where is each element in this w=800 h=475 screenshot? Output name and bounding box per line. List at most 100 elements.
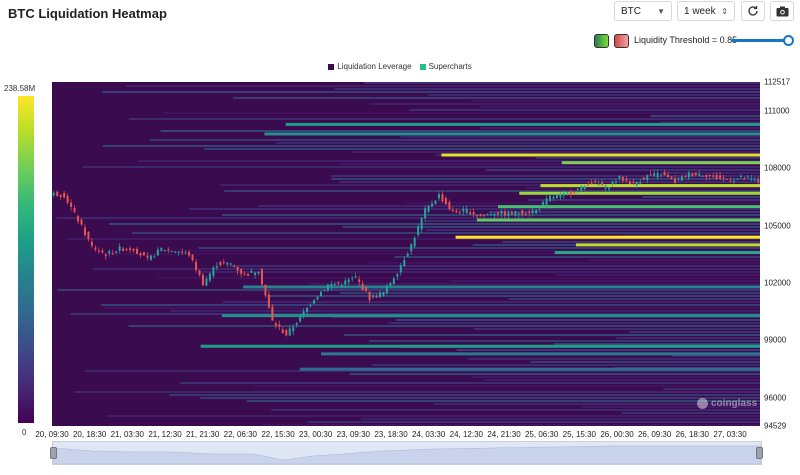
candle-body xyxy=(507,212,510,216)
screenshot-button[interactable] xyxy=(770,1,794,21)
candle-body xyxy=(243,273,246,275)
candle-body xyxy=(337,282,340,284)
red-theme-swatch[interactable] xyxy=(614,34,629,48)
heatmap-svg xyxy=(52,82,760,426)
candle-body xyxy=(562,193,565,196)
x-tick-label: 24, 03:30 xyxy=(411,430,446,439)
candle-body xyxy=(538,208,541,210)
legend-item-leverage[interactable]: Liquidation Leverage xyxy=(328,62,412,71)
time-navigator[interactable] xyxy=(50,441,763,465)
heatmap-cell-row xyxy=(224,190,760,192)
candle-body xyxy=(333,284,336,286)
candle-body xyxy=(136,248,139,254)
candle-body xyxy=(483,214,486,216)
range-select[interactable]: 1 week ⇕ xyxy=(677,1,735,21)
candle-body xyxy=(201,274,204,286)
y-tick-label: 102000 xyxy=(764,278,791,288)
heatmap-cell-row xyxy=(220,184,760,186)
candle-body xyxy=(569,191,572,195)
heatmap-cell-row xyxy=(339,292,760,294)
candle-body xyxy=(597,184,600,186)
heatmap-cell-row xyxy=(149,139,760,141)
candle-body xyxy=(208,273,211,281)
candle-body xyxy=(247,273,250,276)
candle-body xyxy=(184,252,187,254)
heatmap-cell-row xyxy=(629,331,760,333)
heatmap-cell-row xyxy=(642,196,760,198)
liquidity-band xyxy=(455,235,760,239)
heatmap-cell-row xyxy=(246,400,760,402)
candle-body xyxy=(285,329,288,336)
candle-body xyxy=(427,205,430,212)
candle-body xyxy=(604,185,607,189)
navigator-preview xyxy=(52,445,762,465)
y-tick-label: 96000 xyxy=(764,393,787,403)
candle-body xyxy=(458,212,461,214)
heatmap-cell-row xyxy=(369,340,760,342)
heatmap-cell-row xyxy=(222,301,760,303)
slider-thumb[interactable] xyxy=(783,35,794,46)
candle-body xyxy=(472,212,475,215)
green-theme-swatch[interactable] xyxy=(594,34,609,48)
candle-body xyxy=(691,173,694,177)
navigator-right-handle[interactable] xyxy=(756,447,763,459)
heatmap-cell-row xyxy=(170,310,760,312)
coinglass-logo-icon xyxy=(697,398,708,409)
candle-body xyxy=(274,323,277,326)
y-tick-label: 111000 xyxy=(764,106,790,116)
symbol-select[interactable]: BTC ▼ xyxy=(614,1,672,21)
candle-body xyxy=(757,179,760,183)
x-tick-label: 21, 03:30 xyxy=(110,430,145,439)
navigator-left-handle[interactable] xyxy=(50,447,57,459)
heatmap-cell-row xyxy=(70,313,760,315)
candle-body xyxy=(437,194,440,199)
refresh-icon xyxy=(748,6,758,16)
heatmap-cell-row xyxy=(467,358,760,360)
heatmap-cell-row xyxy=(449,280,760,282)
heatmap-cell-row xyxy=(400,136,760,138)
heatmap-cell-row xyxy=(364,82,760,84)
threshold-slider[interactable] xyxy=(731,35,794,46)
candle-body xyxy=(340,284,343,286)
heatmap-cell-row xyxy=(252,385,760,387)
candle-body xyxy=(469,212,472,215)
candle-body xyxy=(392,278,395,284)
candle-body xyxy=(267,294,270,308)
x-tick-label: 20, 09:30 xyxy=(35,430,69,439)
heatmap-cell-row xyxy=(473,328,760,330)
colorbar-min-label: 0 xyxy=(22,428,27,437)
candle-body xyxy=(573,191,576,193)
candle-body xyxy=(670,176,673,179)
heatmap-cell-row xyxy=(483,379,760,381)
refresh-button[interactable] xyxy=(741,1,765,21)
candle-body xyxy=(746,176,749,178)
legend-item-supercharts[interactable]: Supercharts xyxy=(419,62,472,71)
candle-body xyxy=(750,178,753,180)
heatmap-cell-row xyxy=(160,130,760,132)
heatmap-cell-row xyxy=(525,187,760,189)
candle-body xyxy=(292,327,295,332)
heatmap-cell-row xyxy=(57,289,760,291)
heatmap-cell-row xyxy=(233,97,760,99)
chevron-down-icon: ▼ xyxy=(657,6,665,16)
heatmap-cell-row xyxy=(369,103,760,105)
candle-body xyxy=(198,270,201,275)
heatmap-cell-row xyxy=(405,202,760,204)
heatmap-cell-row xyxy=(342,226,760,228)
candle-body xyxy=(149,255,152,260)
candle-body xyxy=(115,251,118,253)
page-title: BTC Liquidation Heatmap xyxy=(8,6,167,21)
candle-body xyxy=(382,292,385,296)
candle-body xyxy=(490,214,493,216)
heatmap-cell-row xyxy=(366,262,760,264)
candle-body xyxy=(177,251,180,253)
heatmap-cell-row xyxy=(394,256,760,258)
range-select-value: 1 week xyxy=(684,5,716,17)
candle-body xyxy=(222,262,225,264)
candle-body xyxy=(87,232,90,240)
liquidity-band xyxy=(519,191,760,195)
heatmap-cell-row xyxy=(360,418,760,420)
heatmap-plot-area[interactable] xyxy=(52,82,760,426)
heatmap-cell-row xyxy=(56,217,760,219)
x-tick-label: 26, 18:30 xyxy=(675,430,710,439)
